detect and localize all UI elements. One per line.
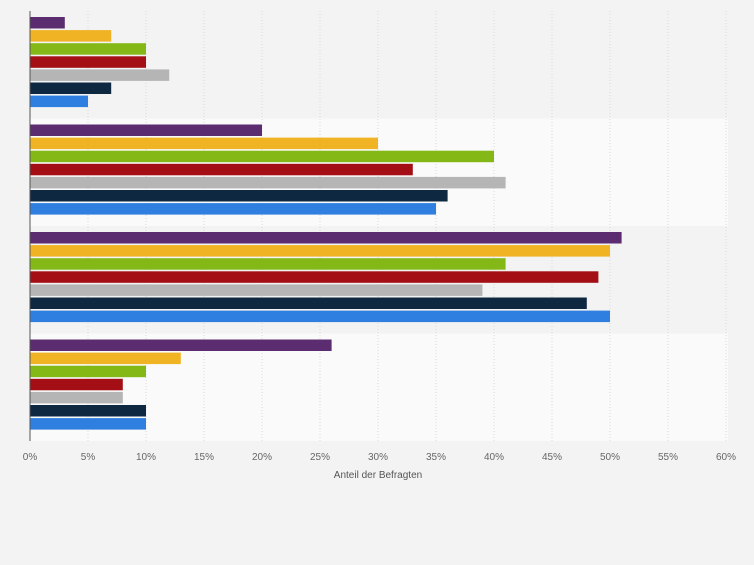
bar[interactable] [30,405,146,417]
category-band [30,11,728,119]
x-tick-label: 30% [368,452,388,463]
bar[interactable] [30,271,599,283]
bar[interactable] [30,339,332,352]
bar[interactable] [30,30,112,42]
x-tick-label: 45% [542,452,562,463]
bar[interactable] [30,69,170,81]
x-tick-label: 0% [23,452,38,463]
x-axis-label: Anteil der Befragten [334,470,422,481]
bar[interactable] [30,297,587,310]
x-tick-label: 40% [484,452,504,463]
bar[interactable] [30,56,146,68]
bar[interactable] [30,137,378,150]
x-tick-label: 55% [658,452,678,463]
x-tick-label: 15% [194,452,214,463]
bar[interactable] [30,352,181,365]
x-tick-label: 50% [600,452,620,463]
x-tick-label: 20% [252,452,272,463]
x-tick-label: 5% [81,452,96,463]
bar[interactable] [30,17,65,29]
x-tick-label: 10% [136,452,156,463]
x-tick-label: 60% [716,452,736,463]
bar[interactable] [30,378,123,391]
bar[interactable] [30,258,506,270]
bar[interactable] [30,203,436,215]
bar[interactable] [30,284,483,296]
bar[interactable] [30,43,146,55]
bar[interactable] [30,95,88,108]
bar[interactable] [30,391,123,404]
bar[interactable] [30,190,448,202]
bar[interactable] [30,150,494,163]
x-tick-label: 25% [310,452,330,463]
bar[interactable] [30,82,112,95]
bar[interactable] [30,176,506,189]
x-tick-label: 35% [426,452,446,463]
bar[interactable] [30,418,146,430]
bar[interactable] [30,310,610,323]
bar[interactable] [30,124,262,137]
bar[interactable] [30,245,610,257]
bar[interactable] [30,232,622,244]
bar[interactable] [30,163,413,176]
category-band [30,333,728,441]
bar[interactable] [30,365,146,378]
